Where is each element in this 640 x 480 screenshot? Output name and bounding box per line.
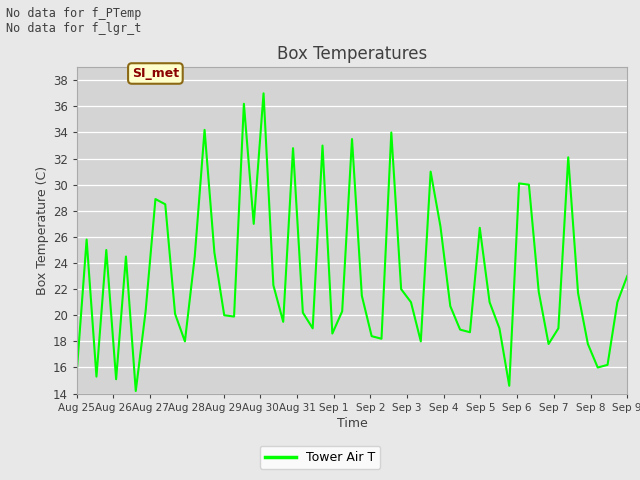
Text: SI_met: SI_met	[132, 67, 179, 80]
X-axis label: Time: Time	[337, 417, 367, 430]
Text: No data for f_lgr_t: No data for f_lgr_t	[6, 22, 142, 35]
Legend: Tower Air T: Tower Air T	[260, 446, 380, 469]
Title: Box Temperatures: Box Temperatures	[277, 45, 427, 63]
Y-axis label: Box Temperature (C): Box Temperature (C)	[36, 166, 49, 295]
Text: No data for f_PTemp: No data for f_PTemp	[6, 7, 142, 20]
